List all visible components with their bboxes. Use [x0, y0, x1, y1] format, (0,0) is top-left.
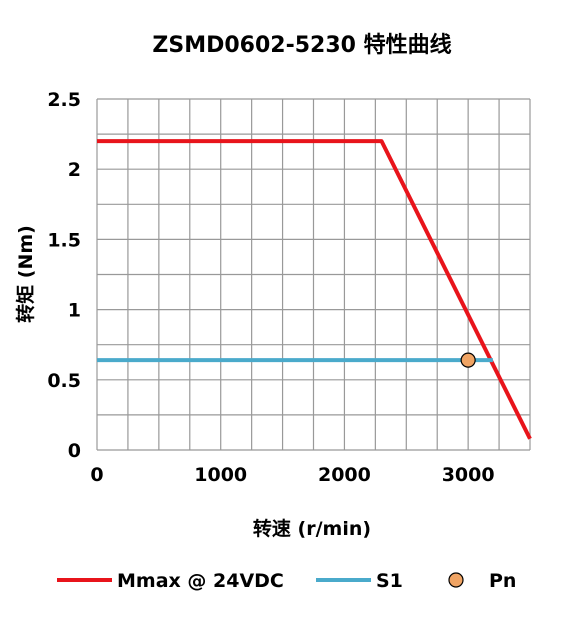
series-layer [97, 139, 532, 440]
x-tick-label: 2000 [318, 464, 371, 486]
series-line-mmax-24vdc [97, 139, 532, 440]
chart-title: ZSMD0602-5230 特性曲线 [152, 32, 451, 58]
legend-swatch-pn [448, 572, 464, 588]
y-tick-label: 0 [68, 440, 81, 462]
y-tick-label: 1 [68, 300, 81, 322]
x-tick-label: 3000 [442, 464, 495, 486]
x-tick-labels: 0 1000 2000 3000 [90, 464, 494, 486]
y-tick-label: 2 [68, 159, 81, 181]
series-point-pn [460, 352, 476, 368]
grid [96, 98, 531, 451]
y-tick-label: 0.5 [47, 370, 81, 392]
y-tick-labels: 0 0.5 1 1.5 2 2.5 [47, 89, 81, 462]
x-tick-label: 1000 [194, 464, 247, 486]
x-axis-label: 转速 (r/min) [253, 517, 371, 540]
legend-label-pn: Pn [489, 570, 516, 592]
y-tick-label: 2.5 [47, 89, 81, 111]
legend-label-s1: S1 [376, 570, 403, 592]
legend-label-mmax-24vdc: Mmax @ 24VDC [117, 570, 284, 592]
y-tick-label: 1.5 [47, 229, 81, 251]
legend: Mmax @ 24VDC S1 Pn [57, 570, 516, 592]
y-axis-label: 转矩 (Nm) [14, 225, 37, 323]
x-tick-label: 0 [90, 464, 103, 486]
